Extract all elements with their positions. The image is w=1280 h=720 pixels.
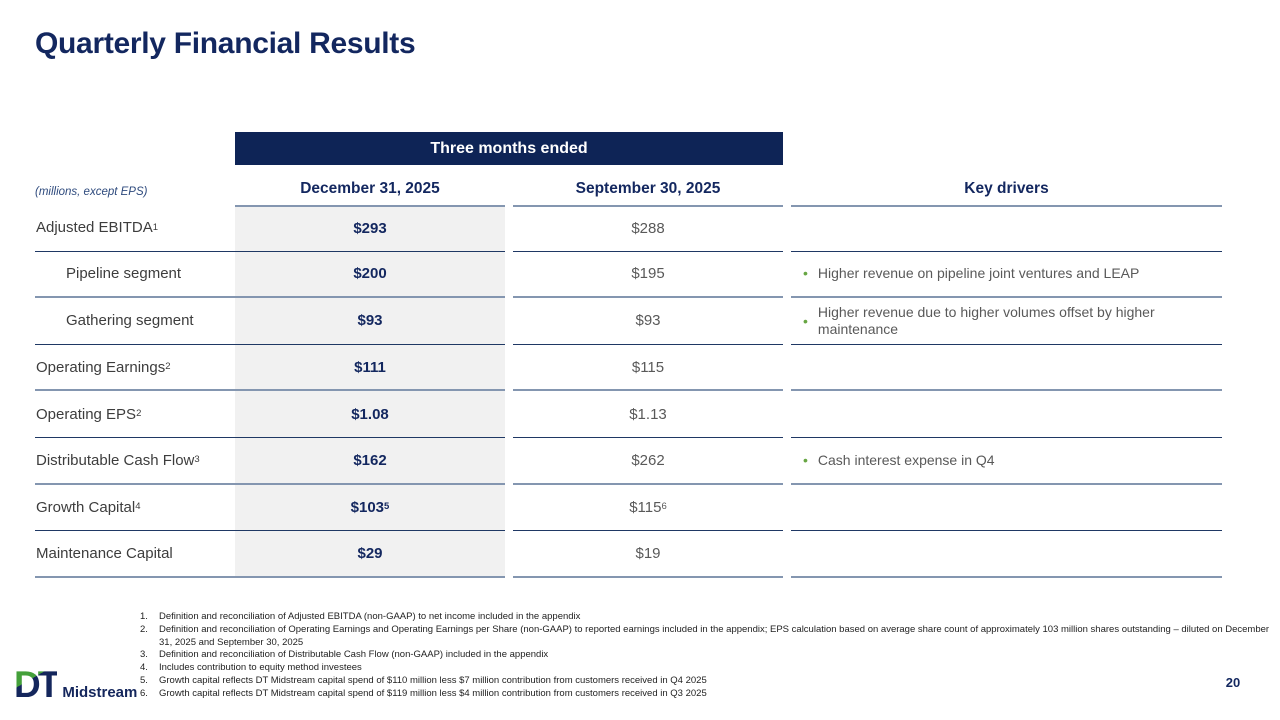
bullet-icon: • — [803, 265, 808, 282]
dt-midstream-logo: DT Midstream — [14, 666, 137, 703]
column-gap — [783, 531, 791, 578]
footnote-number: 5. — [140, 674, 148, 686]
key-driver-cell: • Cash interest expense in Q4 — [791, 438, 1222, 485]
bullet-icon: • — [803, 312, 808, 329]
page-title: Quarterly Financial Results — [35, 27, 416, 60]
table-row: Pipeline segment $200 $195 • Higher revenue … — [35, 251, 1222, 299]
key-driver-cell — [791, 485, 1222, 532]
row-label: Gathering segment — [35, 298, 235, 345]
footnote-text: Growth capital reflects DT Midstream cap… — [159, 687, 707, 699]
footnotes: 1. Definition and reconciliation of Adjus… — [140, 611, 1272, 701]
row-label: Operating EPS 2 — [35, 391, 235, 438]
table-row: Gathering segment $93 $93 • Higher revenue d… — [35, 298, 1222, 345]
table-row: Adjusted EBITDA 1 $293 $288 — [35, 205, 1222, 252]
key-driver-cell — [791, 205, 1222, 252]
table-row: Operating EPS 2 $1.08 $1.13 — [35, 391, 1222, 438]
value-september: $19 — [513, 531, 783, 578]
units-note: (millions, except EPS) — [35, 186, 148, 198]
page-number: 20 — [1225, 675, 1241, 690]
column-gap — [505, 344, 513, 392]
column-header-key-drivers: Key drivers — [964, 180, 1049, 197]
row-label: Distributable Cash Flow 3 — [35, 438, 235, 485]
footnote-text: Definition and reconciliation of Operati… — [159, 623, 1270, 648]
footnote-item: 3. Definition and reconciliation of Distr… — [140, 649, 1272, 662]
table-body: Adjusted EBITDA 1 $293 $288 Pipeline segment… — [35, 205, 1222, 578]
row-label: Pipeline segment — [35, 252, 235, 299]
column-gap — [783, 251, 791, 299]
value-september: $195 — [513, 252, 783, 299]
column-gap — [783, 391, 791, 438]
key-driver-text: Higher revenue due to higher volumes off… — [817, 304, 1155, 337]
footnote-number: 6. — [140, 687, 148, 699]
column-header-december: December 31, 2025 — [300, 180, 440, 197]
value-december: $111 — [235, 344, 505, 392]
value-december: $162 — [235, 437, 505, 485]
key-driver-text: Cash interest expense in Q4 — [817, 451, 995, 468]
column-gap — [505, 205, 513, 252]
key-driver-cell — [791, 345, 1222, 392]
dt-logo-mark-icon: DT — [14, 664, 60, 705]
column-gap — [505, 484, 513, 532]
column-gap — [505, 391, 513, 438]
value-september: $115 — [513, 345, 783, 392]
value-december: $93 — [235, 298, 505, 345]
footnote-item: 2. Definition and reconciliation of Opera… — [140, 624, 1272, 650]
value-september: $262 — [513, 438, 783, 485]
key-driver-cell: • Higher revenue on pipeline joint ventur… — [791, 252, 1222, 299]
value-december: $200 — [235, 251, 505, 299]
value-september: $1.13 — [513, 391, 783, 438]
table-row: Maintenance Capital $29 $19 — [35, 531, 1222, 578]
row-label: Adjusted EBITDA 1 — [35, 205, 235, 252]
value-september: $93 — [513, 298, 783, 345]
row-label: Operating Earnings 2 — [35, 345, 235, 392]
footnote-item: 5. Growth capital reflects DT Midstream c… — [140, 675, 1272, 688]
footnote-text: Definition and reconciliation of Adjuste… — [159, 611, 581, 622]
value-september: $288 — [513, 205, 783, 252]
key-driver-cell: • Higher revenue due to higher volumes of… — [791, 298, 1222, 345]
table-row: Operating Earnings 2 $111 $115 — [35, 344, 1222, 392]
table-span-header-label: Three months ended — [430, 139, 588, 157]
footnote-item: 1. Definition and reconciliation of Adjus… — [140, 611, 1272, 624]
bullet-icon: • — [803, 451, 808, 468]
footnote-number: 3. — [140, 649, 148, 661]
table-row: Growth Capital 4 $103 5 $115 6 — [35, 484, 1222, 532]
key-driver-cell — [791, 391, 1222, 438]
footnote-number: 4. — [140, 662, 148, 674]
key-driver-text: Higher revenue on pipeline joint venture… — [817, 265, 1140, 282]
value-december: $293 — [235, 205, 505, 252]
row-label: Maintenance Capital — [35, 531, 235, 578]
footnote-number: 2. — [140, 623, 148, 635]
column-gap — [783, 205, 791, 252]
table-span-header: Three months ended — [235, 132, 783, 165]
table-row: Distributable Cash Flow 3 $162 $262 • Cash in… — [35, 437, 1222, 485]
column-gap — [505, 251, 513, 299]
footnote-text: Growth capital reflects DT Midstream cap… — [159, 674, 707, 686]
column-gap — [505, 437, 513, 485]
row-label: Growth Capital 4 — [35, 485, 235, 532]
value-december: $29 — [235, 531, 505, 578]
footnote-item: 4. Includes contribution to equity method… — [140, 662, 1272, 675]
key-driver-cell — [791, 531, 1222, 578]
footnote-text: Includes contribution to equity method i… — [159, 662, 362, 674]
value-december: $103 5 — [235, 484, 505, 532]
logo-company-name: Midstream — [62, 684, 138, 701]
value-december: $1.08 — [235, 391, 505, 438]
column-gap — [783, 344, 791, 392]
column-gap — [783, 484, 791, 532]
footnote-item: 6. Growth capital reflects DT Midstream c… — [140, 688, 1272, 701]
column-header-september: September 30, 2025 — [575, 180, 721, 197]
column-gap — [505, 531, 513, 578]
column-gap — [783, 437, 791, 485]
value-september: $115 6 — [513, 485, 783, 532]
column-gap — [783, 298, 791, 345]
footnote-text: Definition and reconciliation of Distrib… — [159, 649, 549, 661]
column-gap — [505, 298, 513, 345]
footnote-number: 1. — [140, 611, 148, 622]
